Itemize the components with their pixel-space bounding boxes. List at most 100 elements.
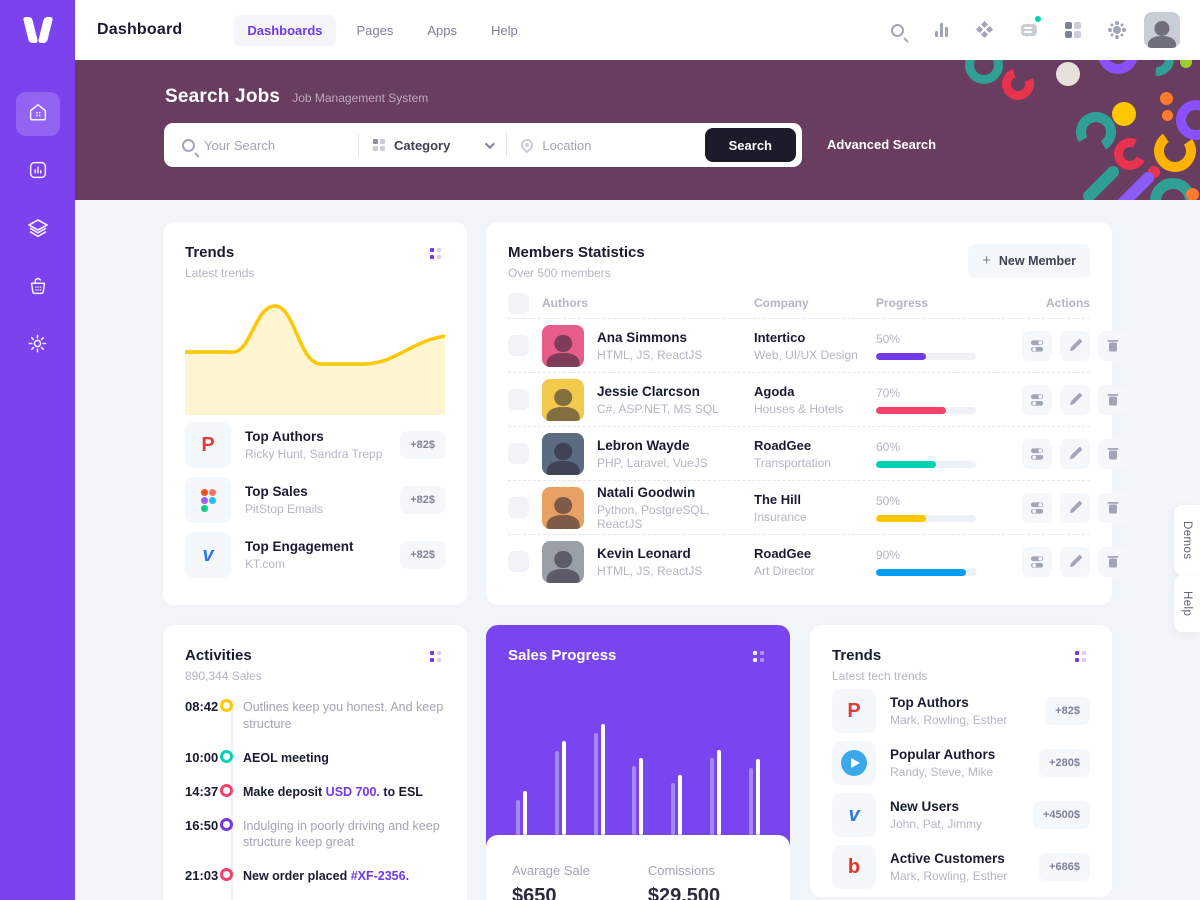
sidebar-item-settings[interactable]	[16, 324, 60, 368]
theme-button[interactable]	[1100, 13, 1134, 47]
category-value: Category	[394, 137, 451, 153]
advanced-search-link[interactable]: Advanced Search	[827, 137, 937, 152]
diamonds-icon	[975, 20, 994, 39]
delete-row-button[interactable]	[1098, 384, 1128, 415]
help-tab[interactable]: Help	[1174, 575, 1200, 633]
search-button[interactable]	[880, 13, 914, 47]
activity-timeline: 08:42 Outlines keep you honest. And keep…	[185, 699, 449, 900]
list-item: b Active Customers Mark, Rowling, Esther …	[832, 845, 1090, 889]
job-search-input[interactable]	[204, 137, 344, 153]
card-subtitle: Latest tech trends	[832, 669, 928, 683]
list-item: v New Users John, Pat, Jimmy +4500$	[832, 793, 1090, 837]
card-subtitle: Latest trends	[185, 266, 255, 280]
stat-value: $29,500	[647, 885, 721, 900]
settings-row-button[interactable]	[1022, 546, 1052, 577]
stats-button[interactable]	[924, 13, 958, 47]
figma-icon	[185, 477, 231, 523]
timeline-item: 08:42 Outlines keep you honest. And keep…	[185, 699, 444, 731]
row-checkbox[interactable]	[508, 551, 529, 572]
sidebar-item-charts[interactable]	[16, 150, 60, 194]
sales-stats: Avarage Sale $650 Comissions $29,500	[486, 835, 790, 900]
sidebar-item-home[interactable]	[15, 92, 60, 136]
sidebar-item-layers[interactable]	[16, 208, 60, 252]
row-checkbox[interactable]	[508, 389, 529, 410]
table-row: Natali Goodwin Python, PostgreSQL, ReactJ…	[508, 480, 1128, 534]
settings-row-button[interactable]	[1022, 492, 1052, 523]
row-checkbox[interactable]	[508, 335, 529, 356]
member-avatar	[542, 540, 584, 583]
edit-row-button[interactable]	[1060, 438, 1090, 469]
demos-tab[interactable]: Demos	[1174, 505, 1200, 576]
new-member-button[interactable]: + New Member	[968, 244, 1090, 278]
theme-sun-icon	[1113, 26, 1121, 34]
list-item: Popular Authors Randy, Steve, Mike +280$	[832, 741, 1090, 785]
gear-icon	[26, 332, 49, 360]
tech-trends-card: Trends Latest tech trends P Top Authors M…	[810, 625, 1112, 897]
select-all-checkbox[interactable]	[508, 292, 529, 314]
trend-list: P Top Authors Ricky Hunt, Sandra Trepp +8…	[185, 422, 445, 578]
row-checkbox[interactable]	[508, 443, 529, 464]
location-input[interactable]	[542, 137, 683, 153]
category-select[interactable]: Category	[373, 137, 496, 153]
nav-dashboards[interactable]: Dashboards	[234, 14, 336, 46]
search-submit-button[interactable]: Search	[704, 128, 796, 162]
delete-row-button[interactable]	[1098, 546, 1128, 577]
layers-icon	[26, 216, 50, 245]
progress-bar	[876, 514, 976, 522]
progress-bar	[876, 460, 976, 468]
card-menu-icon[interactable]	[426, 647, 445, 666]
progress-bar	[876, 406, 976, 414]
card-menu-icon[interactable]	[749, 647, 768, 666]
settings-row-button[interactable]	[1022, 384, 1052, 415]
member-avatar	[542, 432, 584, 475]
topbar: Dashboard Dashboards Pages Apps Help	[75, 0, 1200, 60]
chat-icon	[1021, 24, 1037, 37]
page-title: Dashboard	[97, 21, 183, 38]
activities-card: Activities 890,344 Sales 08:42 Outlines …	[163, 625, 467, 900]
delete-row-button[interactable]	[1098, 330, 1128, 361]
settings-row-button[interactable]	[1022, 330, 1052, 361]
trends-area-chart	[183, 300, 447, 415]
timeline-item: 10:00 AEOL meeting	[185, 749, 329, 765]
location-pin-icon	[518, 136, 536, 154]
hero-titles: Search Jobs Job Management System	[165, 86, 428, 108]
edit-row-button[interactable]	[1060, 546, 1090, 577]
sidebar-nav	[0, 92, 75, 368]
card-title: Trends	[832, 647, 882, 664]
edit-row-button[interactable]	[1060, 330, 1090, 361]
table-header: Authors Company Progress Actions	[508, 288, 1090, 318]
search-icon	[890, 23, 904, 37]
chat-button[interactable]	[1012, 13, 1046, 47]
timeline-line	[231, 707, 233, 900]
trends-card: Trends Latest trends P Top Authors Ricky …	[163, 222, 467, 605]
user-avatar[interactable]	[1144, 12, 1180, 48]
notification-dot	[1035, 16, 1041, 22]
nav-help[interactable]: Help	[491, 22, 518, 38]
app-logo[interactable]	[0, 0, 75, 60]
sales-progress-card: Sales Progress Avarage Sale $650 Comissi…	[486, 625, 790, 900]
nav-apps[interactable]: Apps	[427, 22, 458, 38]
timeline-dot	[220, 749, 233, 763]
timeline-dot	[220, 699, 233, 712]
edit-row-button[interactable]	[1060, 384, 1090, 415]
card-menu-icon[interactable]	[426, 244, 445, 263]
quick-links-button[interactable]	[968, 13, 1002, 47]
vimeo-icon: v	[185, 532, 231, 578]
progress-bar	[876, 352, 976, 360]
home-icon	[27, 101, 49, 128]
delete-row-button[interactable]	[1098, 492, 1128, 523]
member-avatar	[542, 324, 584, 367]
plus-icon: +	[982, 252, 991, 269]
timeline-dot	[220, 817, 233, 831]
sidebar-item-shop[interactable]	[16, 266, 60, 310]
row-checkbox[interactable]	[508, 497, 529, 518]
apps-button[interactable]	[1056, 13, 1090, 47]
edit-row-button[interactable]	[1060, 492, 1090, 523]
delete-row-button[interactable]	[1098, 438, 1128, 469]
card-menu-icon[interactable]	[1071, 647, 1090, 666]
timeline-item: 14:37 Make deposit USD 700. to ESL	[185, 783, 423, 799]
settings-row-button[interactable]	[1022, 438, 1052, 469]
value-badge: +82$	[400, 486, 445, 514]
nav-pages[interactable]: Pages	[356, 22, 394, 38]
search-icon	[182, 138, 195, 152]
